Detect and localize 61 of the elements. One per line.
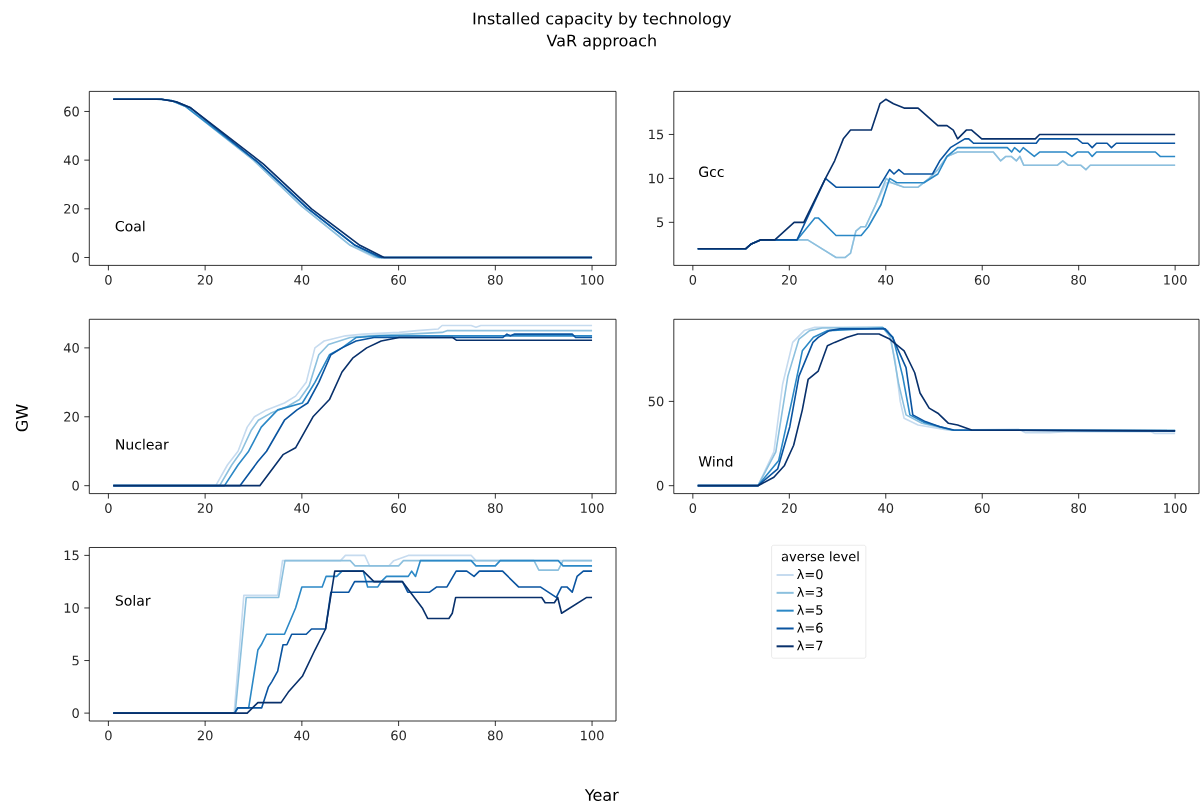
y-tick-label: 10 <box>649 173 664 184</box>
annotation: Nuclear <box>116 438 169 450</box>
x-tick-label: 20 <box>782 274 797 285</box>
x-tick-label: 60 <box>391 730 406 741</box>
x-tick-label: 60 <box>974 274 990 285</box>
chart-title: Installed capacity by technology <box>473 12 732 28</box>
x-tick-label: 80 <box>487 274 503 285</box>
x-tick-label: 60 <box>391 503 406 513</box>
annotation: Solar <box>115 595 151 606</box>
x-tick-label: 0 <box>105 730 112 741</box>
y-tick-label: 10 <box>64 603 79 613</box>
y-tick-label: 40 <box>63 342 79 353</box>
y-tick-label: 20 <box>64 411 79 422</box>
x-tick-label: 100 <box>1164 503 1187 513</box>
y-tick-label: 20 <box>64 203 79 214</box>
y-tick-label: 40 <box>63 155 79 166</box>
x-tick-label: 80 <box>487 503 503 513</box>
x-tick-label: 80 <box>487 730 503 741</box>
x-tick-label: 80 <box>1071 274 1087 285</box>
x-tick-label: 0 <box>689 503 697 513</box>
legend-label: λ=6 <box>797 622 823 633</box>
x-tick-label: 0 <box>689 274 697 285</box>
x-tick-label: 100 <box>581 730 604 741</box>
y-tick-label: 15 <box>64 550 79 561</box>
x-tick-label: 100 <box>581 503 604 513</box>
x-tick-label: 40 <box>294 274 310 285</box>
x-tick-label: 100 <box>581 274 604 285</box>
y-tick-label: 0 <box>72 480 79 491</box>
y-tick-label: 15 <box>649 129 664 140</box>
y-axis-title: GW <box>15 404 28 432</box>
y-tick-label: 0 <box>656 480 664 491</box>
y-tick-label: 50 <box>648 396 664 407</box>
x-tick-label: 80 <box>1071 503 1087 513</box>
x-tick-label: 60 <box>974 503 990 513</box>
legend-label: λ=0 <box>797 569 823 580</box>
x-tick-label: 40 <box>878 274 894 285</box>
x-tick-label: 60 <box>391 274 406 285</box>
x-tick-label: 40 <box>294 730 310 741</box>
annotation: Wind <box>698 455 733 467</box>
legend-label: λ=3 <box>797 586 823 597</box>
legend-label: λ=5 <box>797 604 823 615</box>
chart-subtitle: VaR approach <box>546 34 656 50</box>
x-tick-label: 0 <box>105 503 112 513</box>
x-axis-title: Year <box>584 789 619 802</box>
legend-title: averse level <box>781 551 859 562</box>
y-tick-label: 5 <box>72 655 79 666</box>
y-tick-label: 0 <box>72 252 79 263</box>
y-tick-label: 5 <box>657 217 664 228</box>
x-tick-label: 20 <box>197 503 213 513</box>
y-tick-label: 60 <box>64 106 79 117</box>
x-tick-label: 100 <box>1164 274 1187 285</box>
x-tick-label: 20 <box>782 503 797 513</box>
x-tick-label: 20 <box>197 274 213 285</box>
legend-label: λ=7 <box>797 640 823 651</box>
annotation: Coal <box>115 220 145 232</box>
annotation: Gcc <box>699 166 724 178</box>
x-tick-label: 40 <box>878 503 894 513</box>
x-tick-label: 0 <box>105 274 112 285</box>
x-tick-label: 20 <box>197 730 213 741</box>
x-tick-label: 40 <box>294 503 310 513</box>
y-tick-label: 0 <box>72 708 79 719</box>
